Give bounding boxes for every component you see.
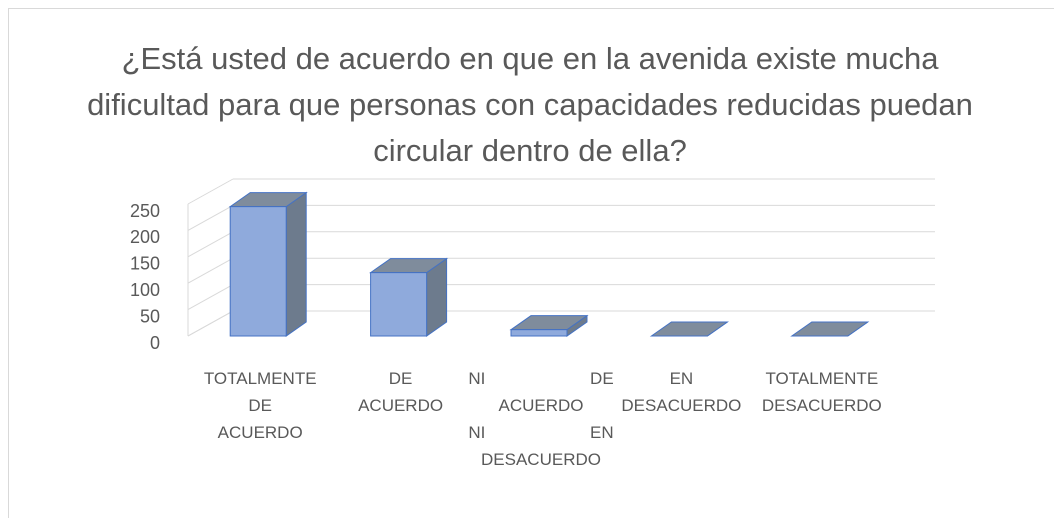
bar — [369, 257, 449, 337]
y-tick-label: 50 — [140, 306, 160, 326]
bar-side — [285, 191, 307, 337]
bar-front — [370, 272, 428, 337]
bar — [649, 321, 729, 337]
chart-title: ¿Está usted de acuerdo en que en la aven… — [87, 41, 973, 168]
y-tick-label: 150 — [130, 254, 160, 274]
y-tick-label: 100 — [130, 280, 160, 300]
bar-top — [649, 321, 729, 337]
y-tick-label: 250 — [130, 201, 160, 221]
bar — [509, 314, 589, 337]
grid-line — [187, 178, 234, 205]
x-tick-label: EN DESACUERDO — [621, 369, 742, 415]
bar-top — [790, 321, 870, 337]
grid-line — [187, 231, 234, 258]
bar — [228, 191, 308, 337]
grid-line — [187, 310, 234, 337]
chart-border — [8, 8, 1054, 518]
grid-line — [187, 284, 234, 311]
bar-front — [229, 206, 287, 337]
grid-line — [187, 204, 234, 231]
x-tick-label: NI DE ACUERDO NI EN DESACUERDO — [468, 369, 614, 469]
x-tick-label: TOTALMENTE DE ACUERDO — [203, 369, 317, 442]
y-tick-label: 200 — [130, 227, 160, 247]
bar — [790, 321, 870, 337]
grid-line — [187, 257, 234, 284]
x-tick-label: TOTALMENTE DESACUERDO — [761, 369, 882, 415]
x-tick-label: DE ACUERDO — [358, 369, 444, 415]
bar-front — [510, 329, 568, 337]
y-tick-label: 0 — [150, 333, 160, 353]
